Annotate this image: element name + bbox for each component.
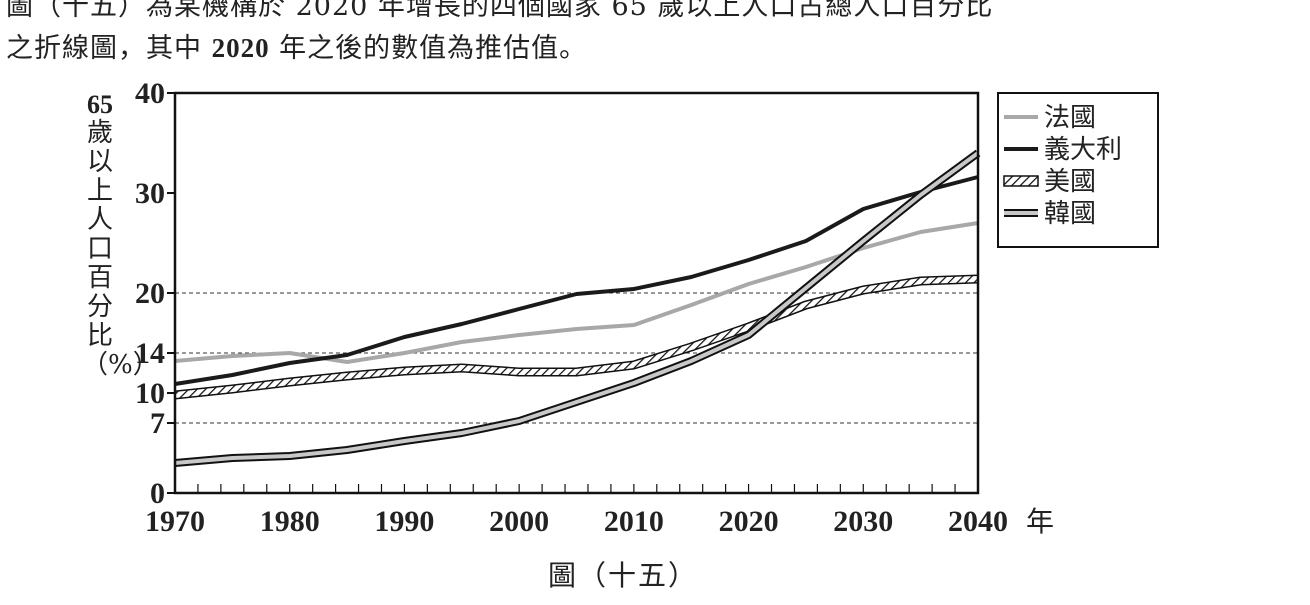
y-axis-label-char: 分 bbox=[86, 292, 113, 322]
series-line bbox=[174, 175, 979, 386]
intro-line-2-pre: 之折線圖，其中 bbox=[6, 33, 212, 64]
legend-label: 法國 bbox=[1044, 103, 1096, 133]
series-lines bbox=[174, 149, 981, 467]
y-axis-label-char: 人 bbox=[86, 205, 113, 235]
x-tick-label: 2040 bbox=[948, 505, 1008, 538]
x-tick-label: 1990 bbox=[374, 505, 434, 538]
legend-entry: 美國 bbox=[1003, 167, 1096, 197]
x-tick-label: 2000 bbox=[489, 505, 549, 538]
legend-entry: 義大利 bbox=[1004, 135, 1122, 165]
x-tick-label: 1980 bbox=[260, 505, 320, 538]
figure-caption: 圖（十五） bbox=[548, 559, 699, 592]
series-line bbox=[174, 276, 979, 398]
y-axis-label-char: 口 bbox=[86, 234, 113, 264]
x-tick-label: 1970 bbox=[145, 505, 205, 538]
intro-line-2: 之折線圖，其中 2020 年之後的數值為推估值。 bbox=[6, 26, 587, 65]
intro-line-2-year: 2020 bbox=[211, 33, 270, 63]
series-line bbox=[174, 151, 980, 465]
y-axis-label-char: 比 bbox=[86, 321, 113, 351]
legend-label: 義大利 bbox=[1044, 135, 1122, 165]
x-tick-label: 2030 bbox=[833, 505, 893, 538]
series-4 bbox=[174, 149, 981, 467]
y-axis-label-char: 以 bbox=[86, 147, 113, 177]
y-tick-label: 30 bbox=[135, 177, 165, 210]
y-tick-label: 10 bbox=[135, 377, 165, 410]
y-tick-label: 7 bbox=[150, 407, 165, 440]
series-3 bbox=[174, 274, 979, 400]
legend-label: 美國 bbox=[1044, 167, 1096, 197]
series-2 bbox=[174, 175, 979, 386]
x-unit-label: 年 bbox=[1026, 505, 1054, 538]
y-tick-label: 14 bbox=[135, 337, 165, 370]
legend-entry: 法國 bbox=[1004, 103, 1096, 133]
y-tick-label: 20 bbox=[135, 277, 165, 310]
x-minor-ticks bbox=[197, 484, 956, 493]
series-line-outline bbox=[174, 149, 981, 467]
y-tick-label: 40 bbox=[135, 77, 165, 110]
intro-line-1: 圖（十五）為某機構於 2020 年增長的四個國家 65 歲以上人口占總人口百分比 bbox=[6, 0, 994, 22]
legend-entry: 韓國 bbox=[1004, 199, 1096, 229]
y-axis-label-number: 65 bbox=[87, 90, 113, 119]
y-axis-label-char: 上 bbox=[86, 176, 113, 206]
x-tick-label: 2010 bbox=[604, 505, 664, 538]
y-axis-label-char: 歲 bbox=[86, 118, 113, 148]
legend-swatch bbox=[1003, 175, 1039, 187]
series-line-outline bbox=[174, 274, 979, 400]
legend-label: 韓國 bbox=[1044, 199, 1096, 229]
x-tick-label: 2020 bbox=[719, 505, 779, 538]
y-axis-label-char: 百 bbox=[86, 263, 113, 293]
y-tick-label: 0 bbox=[150, 477, 165, 510]
intro-line-2-post: 年之後的數值為推估值。 bbox=[269, 33, 588, 64]
